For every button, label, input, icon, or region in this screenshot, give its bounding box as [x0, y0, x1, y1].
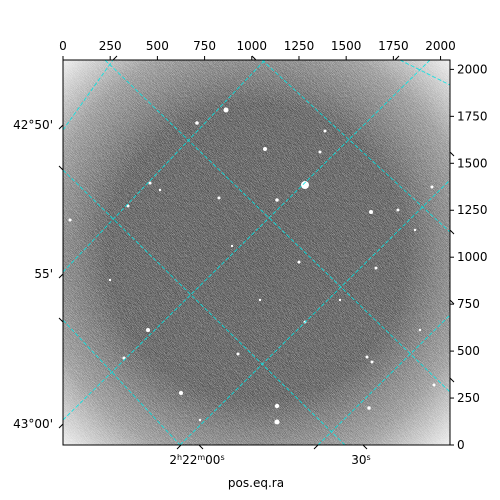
dec-tick-label: 42°50'	[13, 118, 53, 132]
x-tick-label: 250	[99, 39, 122, 53]
grid-line	[63, 60, 431, 421]
sky-image	[63, 60, 450, 445]
dec-tick	[58, 124, 64, 130]
grid-line	[261, 60, 450, 233]
star	[338, 298, 342, 302]
dec-tick-right	[449, 299, 455, 305]
x-tick-label: 2000	[425, 39, 456, 53]
y-tick-label: 250	[457, 391, 480, 405]
dec-axis: 42°50' 55' 43°00'	[13, 118, 455, 431]
star	[230, 244, 234, 248]
star	[297, 260, 301, 264]
ra-tick-top	[251, 55, 257, 61]
star	[198, 418, 202, 422]
star	[418, 328, 422, 332]
ra-axis: 2h22m00s 30s	[112, 55, 400, 468]
ra-tick	[176, 444, 182, 450]
ra-tick-label: 30s	[351, 453, 370, 468]
star	[122, 356, 126, 360]
x-tick-label: 0	[59, 39, 67, 53]
star	[432, 383, 436, 387]
y-tick-label: 0	[457, 438, 465, 452]
star	[217, 196, 221, 200]
dec-tick-right	[449, 229, 455, 235]
dec-tick-label: 43°00'	[13, 417, 53, 431]
star	[274, 403, 280, 409]
ra-tick-top	[394, 55, 400, 61]
dec-tick	[58, 273, 64, 279]
dec-tick	[58, 165, 64, 171]
star	[430, 185, 434, 189]
dec-tick-right	[449, 377, 455, 383]
star	[367, 406, 371, 410]
x-tick-label: 750	[193, 39, 216, 53]
ra-tick	[198, 444, 204, 450]
star	[263, 147, 267, 151]
star	[195, 121, 199, 125]
y-pixel-axis: 0 250 500 750 1000 1250 1500 1750 2000	[450, 62, 488, 452]
y-tick-label: 1500	[457, 156, 488, 170]
dec-tick-label: 55'	[34, 267, 53, 281]
star	[108, 278, 112, 282]
ra-tick-label: 2h22m00s	[169, 453, 224, 468]
star	[370, 360, 374, 364]
grid-line	[63, 60, 114, 131]
dec-tick	[58, 423, 64, 429]
star	[146, 328, 150, 332]
grid-line	[399, 60, 450, 86]
star-field	[68, 107, 436, 425]
star	[158, 188, 162, 192]
star	[374, 266, 378, 270]
x-tick-label: 1500	[331, 39, 362, 53]
y-tick-label: 500	[457, 344, 480, 358]
star	[413, 228, 417, 232]
star	[126, 204, 130, 208]
ra-tick	[362, 444, 368, 450]
dec-tick	[58, 317, 64, 323]
star	[68, 218, 72, 222]
x-tick-label: 1750	[378, 39, 409, 53]
star	[323, 129, 327, 133]
y-tick-label: 1000	[457, 250, 488, 264]
star	[369, 210, 373, 214]
star	[179, 391, 183, 395]
star	[275, 198, 279, 202]
image-noise-dark	[64, 61, 450, 445]
x-tick-label: 1000	[237, 39, 268, 53]
grid-line	[179, 179, 450, 445]
x-pixel-axis: 0 250 500 750 1000 1250 1500 1750 2000	[59, 39, 456, 60]
star	[223, 107, 229, 113]
star	[274, 419, 280, 425]
grid-line	[63, 60, 266, 273]
grid-line	[63, 319, 181, 445]
ra-tick	[313, 444, 319, 450]
star	[396, 208, 400, 212]
star	[236, 352, 240, 356]
star	[301, 181, 309, 189]
dec-tick-right	[449, 151, 455, 157]
y-tick-label: 2000	[457, 62, 488, 76]
x-tick-label: 1250	[284, 39, 315, 53]
y-tick-label: 1750	[457, 109, 488, 123]
grid-line	[104, 60, 450, 393]
y-tick-label: 750	[457, 297, 480, 311]
x-axis-label: pos.eq.ra	[228, 476, 284, 490]
y-tick-label: 1250	[457, 203, 488, 217]
ra-tick-top	[112, 55, 118, 61]
plot-frame	[62, 59, 451, 446]
coordinate-grid	[63, 60, 450, 445]
x-tick-label: 500	[146, 39, 169, 53]
star	[365, 355, 369, 359]
star	[148, 181, 152, 185]
star	[318, 150, 322, 154]
grid-line	[317, 314, 450, 445]
star	[258, 298, 262, 302]
